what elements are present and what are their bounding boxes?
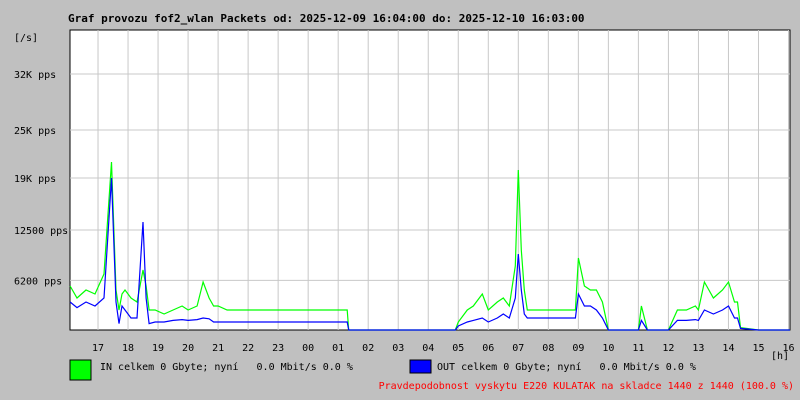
legend-out-swatch [409, 359, 432, 374]
x-tick-label: 12 [662, 343, 674, 354]
grid [70, 30, 790, 330]
x-tick-label: 03 [392, 343, 404, 354]
x-tick-label: 17 [92, 343, 104, 354]
series-in-line [69, 161, 790, 331]
x-tick-label: 02 [362, 343, 374, 354]
y-tick-label: 12500 pps [14, 226, 68, 237]
x-tick-label: 21 [212, 343, 224, 354]
x-tick-label: 14 [722, 343, 734, 354]
legend-in-swatch [69, 359, 92, 381]
x-tick-label: 22 [242, 343, 254, 354]
y-tick-labels: 6200 pps 12500 pps 19K pps 25K pps 32K pps [14, 70, 68, 287]
chart-title: Graf provozu fof2_wlan Packets od: 2025-… [68, 12, 585, 25]
series-out-line [69, 177, 790, 331]
x-tick-label: 10 [602, 343, 614, 354]
x-tick-label: 15 [752, 343, 764, 354]
x-tick-label: 00 [302, 343, 314, 354]
x-tick-label: 23 [272, 343, 284, 354]
footer-text: Pravdepodobnost vyskytu E220 KULATAK na … [379, 381, 794, 392]
x-tick-label: 13 [692, 343, 704, 354]
x-tick-label: 04 [422, 343, 434, 354]
x-tick-label: 09 [572, 343, 584, 354]
y-tick-label: 19K pps [14, 174, 56, 185]
legend-out-text: OUT celkem 0 Gbyte; nyní 0.0 Mbit/s 0.0 … [437, 361, 696, 373]
y-unit-label: [/s] [14, 33, 38, 44]
x-tick-label: 07 [512, 343, 524, 354]
x-tick-labels: 17 18 19 20 21 22 23 00 01 02 03 04 05 06 07 08 09 10 11 12… [92, 343, 795, 354]
y-tick-label: 32K pps [14, 70, 56, 81]
x-tick-label: 20 [182, 343, 194, 354]
plot-area [69, 29, 791, 331]
x-tick-label: 11 [632, 343, 644, 354]
series-lines [69, 161, 790, 331]
x-tick-label: 19 [152, 343, 164, 354]
x-unit-label: [h] [771, 351, 789, 362]
y-tick-label: 6200 pps [14, 276, 62, 287]
y-tick-label: 25K pps [14, 126, 56, 137]
x-tick-label: 16 [782, 343, 794, 354]
x-tick-label: 08 [542, 343, 554, 354]
x-tick-label: 18 [122, 343, 134, 354]
x-tick-label: 01 [332, 343, 344, 354]
legend-in-text: IN celkem 0 Gbyte; nyní 0.0 Mbit/s 0.0 % [100, 361, 353, 373]
x-tick-label: 05 [452, 343, 464, 354]
x-tick-label: 06 [482, 343, 494, 354]
